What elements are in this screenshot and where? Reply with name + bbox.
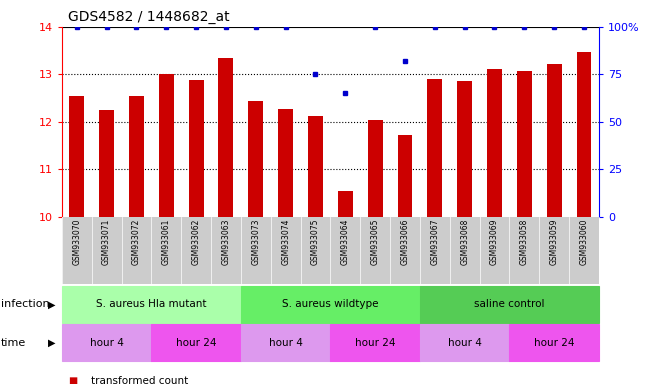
Text: GSM933061: GSM933061 bbox=[162, 219, 171, 265]
Bar bbox=[457, 81, 472, 217]
Bar bbox=[308, 116, 323, 217]
Bar bbox=[577, 52, 592, 217]
Text: GSM933062: GSM933062 bbox=[191, 219, 201, 265]
Bar bbox=[278, 109, 293, 217]
Bar bbox=[159, 74, 174, 217]
Text: transformed count: transformed count bbox=[91, 376, 188, 384]
Text: infection: infection bbox=[1, 299, 49, 310]
Bar bbox=[427, 79, 442, 217]
Text: hour 24: hour 24 bbox=[176, 338, 216, 348]
Text: ■: ■ bbox=[68, 376, 77, 384]
Text: GSM933058: GSM933058 bbox=[520, 219, 529, 265]
Text: hour 24: hour 24 bbox=[534, 338, 574, 348]
Text: GSM933068: GSM933068 bbox=[460, 219, 469, 265]
Text: GSM933059: GSM933059 bbox=[549, 219, 559, 265]
Text: ▶: ▶ bbox=[48, 338, 55, 348]
Text: S. aureus wildtype: S. aureus wildtype bbox=[282, 299, 379, 310]
Text: GSM933072: GSM933072 bbox=[132, 219, 141, 265]
Text: GSM933064: GSM933064 bbox=[341, 219, 350, 265]
Text: S. aureus Hla mutant: S. aureus Hla mutant bbox=[96, 299, 206, 310]
Text: GSM933069: GSM933069 bbox=[490, 219, 499, 265]
Bar bbox=[517, 71, 532, 217]
Bar bbox=[99, 110, 114, 217]
Text: hour 24: hour 24 bbox=[355, 338, 395, 348]
Text: GSM933075: GSM933075 bbox=[311, 219, 320, 265]
Text: hour 4: hour 4 bbox=[448, 338, 482, 348]
Bar bbox=[69, 96, 84, 217]
Text: GSM933073: GSM933073 bbox=[251, 219, 260, 265]
Text: GSM933074: GSM933074 bbox=[281, 219, 290, 265]
Text: GSM933060: GSM933060 bbox=[579, 219, 589, 265]
Text: saline control: saline control bbox=[474, 299, 545, 310]
Text: GSM933065: GSM933065 bbox=[370, 219, 380, 265]
Bar bbox=[248, 101, 263, 217]
Text: GDS4582 / 1448682_at: GDS4582 / 1448682_at bbox=[68, 10, 230, 23]
Bar bbox=[487, 69, 502, 217]
Bar bbox=[368, 119, 383, 217]
Bar bbox=[338, 191, 353, 217]
Text: GSM933063: GSM933063 bbox=[221, 219, 230, 265]
Text: GSM933066: GSM933066 bbox=[400, 219, 409, 265]
Text: time: time bbox=[1, 338, 26, 348]
Bar bbox=[398, 135, 413, 217]
Text: ▶: ▶ bbox=[48, 299, 55, 310]
Text: hour 4: hour 4 bbox=[269, 338, 303, 348]
Bar bbox=[547, 64, 562, 217]
Bar bbox=[129, 96, 144, 217]
Text: hour 4: hour 4 bbox=[90, 338, 124, 348]
Bar bbox=[189, 80, 204, 217]
Text: GSM933071: GSM933071 bbox=[102, 219, 111, 265]
Bar bbox=[219, 58, 234, 217]
Text: GSM933070: GSM933070 bbox=[72, 219, 81, 265]
Text: GSM933067: GSM933067 bbox=[430, 219, 439, 265]
